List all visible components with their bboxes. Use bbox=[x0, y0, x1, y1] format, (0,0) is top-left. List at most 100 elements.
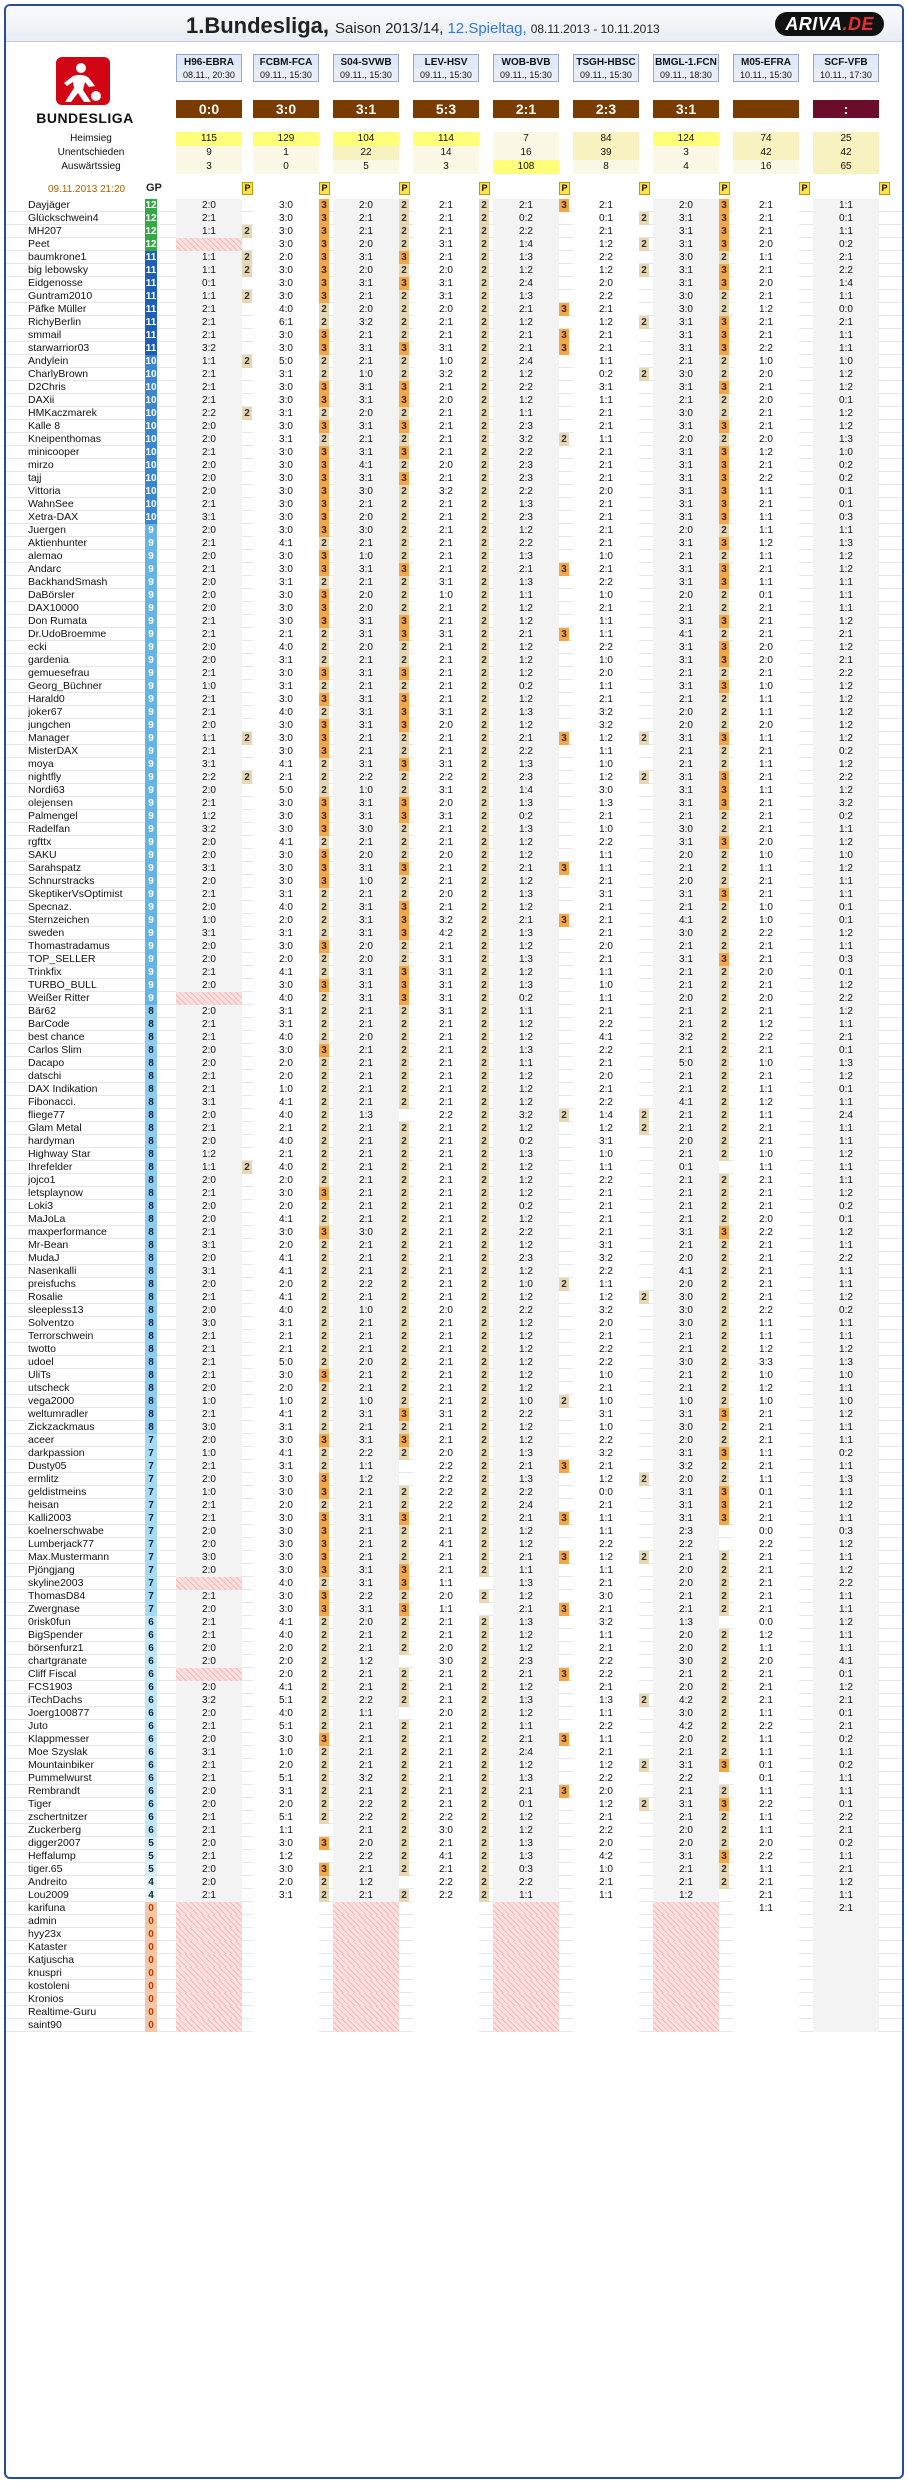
table-row[interactable]: Sternzeichen 9 1:0 2:0 2 3:1 3 3:2 2 2:1 3 2:1 4:1 2 1… bbox=[6, 914, 902, 927]
table-row[interactable]: utscheck 8 2:0 2:0 2 2:1 2 2:1 2 1:2 2:1 2:1 2 1:2 1:1 bbox=[6, 1382, 902, 1395]
player-name[interactable]: Palmengel bbox=[28, 810, 78, 822]
player-name[interactable]: Andarc bbox=[28, 563, 62, 575]
player-name[interactable]: Juto bbox=[28, 1720, 48, 1732]
table-row[interactable]: Kronios 0 bbox=[6, 1993, 902, 2006]
player-name[interactable]: preisfuchs bbox=[28, 1278, 76, 1290]
player-name[interactable]: big lebowsky bbox=[28, 264, 89, 276]
player-name[interactable]: alemao bbox=[28, 550, 63, 562]
table-row[interactable]: jungchen 9 2:0 3:0 3 3:1 3 2:0 2 1:2 3:2 2:0 2 2:0 1:2 bbox=[6, 719, 902, 732]
player-name[interactable]: baumkrone1 bbox=[28, 251, 87, 263]
player-name[interactable]: DAXii bbox=[28, 394, 55, 406]
table-row[interactable]: SkeptikerVsOptimist 9 2:1 3:1 2 2:1 2 2:0 2 1:3 3:… bbox=[6, 888, 902, 901]
table-row[interactable]: ThomasD84 7 2:1 3:0 3 2:2 2 2:0 2 1:2 3:0 2:1 2 2:1 1:… bbox=[6, 1590, 902, 1603]
table-row[interactable]: Katjuscha 0 bbox=[6, 1954, 902, 1967]
table-row[interactable]: zschertnitzer 6 2:1 5:1 2 2:2 2 2:2 2 1:2 2:1 2:1 2 1… bbox=[6, 1811, 902, 1824]
player-name[interactable]: darkpassion bbox=[28, 1447, 85, 1459]
table-row[interactable]: Highway Star 8 1:2 2:1 2 2:1 2 2:1 2 1:3 1:0 2:1 2 1:… bbox=[6, 1148, 902, 1161]
player-name[interactable]: Andylein bbox=[28, 355, 69, 367]
player-name[interactable]: BigSpender bbox=[28, 1629, 83, 1641]
player-name[interactable]: Mr-Bean bbox=[28, 1239, 69, 1251]
player-name[interactable]: rgfttx bbox=[28, 836, 52, 848]
player-name[interactable]: starwarrior03 bbox=[28, 342, 90, 354]
player-name[interactable]: ecki bbox=[28, 641, 47, 653]
table-row[interactable]: Schnurstracks 9 2:0 3:0 3 1:0 2 2:1 2 1:2 2:1 2:0 2 2… bbox=[6, 875, 902, 888]
player-name[interactable]: Peet bbox=[28, 238, 50, 250]
player-name[interactable]: letsplaynow bbox=[28, 1187, 83, 1199]
table-row[interactable]: Loki3 8 2:0 2:0 2 2:1 2 2:1 2 0:2 2:1 2:1 2 2:1 0:2 bbox=[6, 1200, 902, 1213]
table-row[interactable]: CharlyBrown 10 2:1 3:1 2 1:0 2 3:2 2 1:2 0:2 2 3:0 2 2… bbox=[6, 368, 902, 381]
table-row[interactable]: BackhandSmash 9 2:0 3:1 2 2:1 2 3:1 2 1:3 2:2 3:1 3 1… bbox=[6, 576, 902, 589]
table-row[interactable]: Georg_Büchner 9 1:0 3:1 2 2:1 2 2:1 2 0:2 1:1 3:1 3 1… bbox=[6, 680, 902, 693]
player-name[interactable]: Mountainbiker bbox=[28, 1759, 94, 1771]
table-row[interactable]: koelnerschwabe 7 2:0 3:0 3 2:1 2 2:1 2 1:2 1:1 2:3 0… bbox=[6, 1525, 902, 1538]
table-row[interactable]: chartgranate 6 2:0 2:0 2 1:2 3:0 2 2:3 2:2 3:0 2 2:0… bbox=[6, 1655, 902, 1668]
table-row[interactable]: Klappmesser 6 2:0 3:0 3 2:1 2 2:1 2 2:1 3 1:1 2:0 2 1:… bbox=[6, 1733, 902, 1746]
player-name[interactable]: Fibonacci. bbox=[28, 1096, 76, 1108]
table-row[interactable]: Lumberjack77 7 2:0 3:0 3 2:1 2 4:1 2 1:2 2:2 2:2 2:2… bbox=[6, 1538, 902, 1551]
table-row[interactable]: Don Rumata 9 2:1 3:0 3 3:1 3 2:1 2 1:2 1:1 3:1 3 2:1 1… bbox=[6, 615, 902, 628]
table-row[interactable]: vega2000 8 1:0 1:0 2 1:0 2 2:1 2 1:0 2 1:0 1:0 2 1:0 1:… bbox=[6, 1395, 902, 1408]
table-row[interactable]: Zwergnase 7 2:0 3:0 3 3:1 3 1:1 2:1 3 2:1 2:1 2 2:1 1:… bbox=[6, 1603, 902, 1616]
table-row[interactable]: gardenia 9 2:0 3:1 2 2:1 2 2:1 2 1:2 1:0 3:1 3 2:0 2:1 bbox=[6, 654, 902, 667]
table-row[interactable]: joker67 9 2:1 4:0 2 3:1 3 3:1 2 1:3 3:2 2:0 2 1:1 1:2 bbox=[6, 706, 902, 719]
player-name[interactable]: CharlyBrown bbox=[28, 368, 89, 380]
spieltag-link[interactable]: 12.Spieltag, bbox=[447, 20, 527, 37]
player-name[interactable]: Eidgenosse bbox=[28, 277, 83, 289]
player-name[interactable]: sweden bbox=[28, 927, 65, 939]
table-row[interactable]: letsplaynow 8 2:1 3:0 3 2:1 2 2:1 2 1:2 2:1 2:1 2 2:1… bbox=[6, 1187, 902, 1200]
player-name[interactable]: TOP_SELLER bbox=[28, 953, 96, 965]
player-name[interactable]: MisterDAX bbox=[28, 745, 79, 757]
player-name[interactable]: DAX Indikation bbox=[28, 1083, 98, 1095]
player-name[interactable]: Lumberjack77 bbox=[28, 1538, 94, 1550]
table-row[interactable]: Pummelwurst 6 2:1 5:1 2 3:2 2 2:1 2 1:3 2:2 2:2 0:1 1… bbox=[6, 1772, 902, 1785]
player-name[interactable]: Dusty05 bbox=[28, 1460, 67, 1472]
player-name[interactable]: jungchen bbox=[28, 719, 71, 731]
table-row[interactable]: Päfke Müller 11 2:1 4:0 2 2:0 2 2:0 2 2:1 3 2:1 3:0 2… bbox=[6, 303, 902, 316]
table-row[interactable]: Sarahspatz 9 3:1 3:0 3 3:1 3 2:1 2 2:1 3 1:1 2:1 2 1:1… bbox=[6, 862, 902, 875]
player-name[interactable]: moya bbox=[28, 758, 54, 770]
table-row[interactable]: DAX10000 9 2:0 3:0 3 2:0 2 2:1 2 1:2 2:1 2:1 2 2:1 1:1 bbox=[6, 602, 902, 615]
player-name[interactable]: udoel bbox=[28, 1356, 54, 1368]
player-name[interactable]: Klappmesser bbox=[28, 1733, 90, 1745]
table-row[interactable]: börsenfurz1 6 2:0 2:0 2 2:1 2 2:0 2 1:2 2:1 2:0 2 1:1… bbox=[6, 1642, 902, 1655]
player-name[interactable]: Päfke Müller bbox=[28, 303, 87, 315]
table-row[interactable]: alemao 9 2:0 3:0 3 1:0 2 2:1 2 1:3 1:0 2:1 2 1:1 1:2 bbox=[6, 550, 902, 563]
player-name[interactable]: Vittoria bbox=[28, 485, 61, 497]
player-name[interactable]: Trinkfix bbox=[28, 966, 62, 978]
table-row[interactable]: RichyBerlin 11 2:1 6:1 2 3:2 2 2:1 2 1:2 1:2 2 3:1 3 2… bbox=[6, 316, 902, 329]
table-row[interactable]: Fibonacci. 8 3:1 4:1 2 2:1 2 2:1 2 1:2 2:2 4:1 2 1:2 1… bbox=[6, 1096, 902, 1109]
player-name[interactable]: Weißer Ritter bbox=[28, 992, 90, 1004]
table-row[interactable]: Moe Szyslak 6 3:1 1:0 2 2:1 2 2:1 2 2:4 2:1 2:1 2 1:1… bbox=[6, 1746, 902, 1759]
table-row[interactable]: D2Chris 10 2:1 3:0 3 3:1 3 2:1 2 2:2 3:1 3:1 3 2:1 1:2 bbox=[6, 381, 902, 394]
table-row[interactable]: Palmengel 9 1:2 3:0 3 3:1 3 3:1 2 0:2 2:1 2:1 2 2:1 0:… bbox=[6, 810, 902, 823]
player-name[interactable]: Nordi63 bbox=[28, 784, 65, 796]
player-name[interactable]: Katjuscha bbox=[28, 1954, 75, 1966]
table-row[interactable]: Xetra-DAX 10 3:1 3:0 3 2:0 2 2:1 2 2:3 2:1 3:1 3 1:1 0… bbox=[6, 511, 902, 524]
table-row[interactable]: sweden 9 3:1 3:1 2 3:1 3 4:2 2 1:3 2:1 3:0 2 2:2 1:2 bbox=[6, 927, 902, 940]
table-row[interactable]: FCS1903 6 2:0 4:1 2 2:1 2 2:1 2 1:2 2:1 2:0 2 2:1 1:2 bbox=[6, 1681, 902, 1694]
player-name[interactable]: Solventzo bbox=[28, 1317, 75, 1329]
player-name[interactable]: Lou2009 bbox=[28, 1889, 69, 1901]
table-row[interactable]: Bär62 8 2:0 3:1 2 2:1 2 3:1 2 1:1 2:1 2:1 2 2:1 1:2 bbox=[6, 1005, 902, 1018]
table-row[interactable]: rgfttx 9 2:0 4:1 2 2:1 2 2:1 2 1:2 2:2 3:1 3 2:0 1:2 bbox=[6, 836, 902, 849]
player-name[interactable]: best chance bbox=[28, 1031, 85, 1043]
table-row[interactable]: Dacapo 8 2:0 2:0 2 2:1 2 2:1 2 1:1 2:1 5:0 2 1:0 1:3 bbox=[6, 1057, 902, 1070]
player-name[interactable]: HMKaczmarek bbox=[28, 407, 97, 419]
player-name[interactable]: Nasenkalli bbox=[28, 1265, 77, 1277]
player-name[interactable]: Dr.UdoBroemme bbox=[28, 628, 107, 640]
table-row[interactable]: TOP_SELLER 9 2:0 2:0 2 2:0 2 3:1 2 1:3 2:1 3:1 3 2:1 0… bbox=[6, 953, 902, 966]
table-row[interactable]: Andylein 10 1:1 2 5:0 2 2:1 2 1:0 2 2:4 1:1 2:1 2 1:0 1… bbox=[6, 355, 902, 368]
table-row[interactable]: Kataster 0 bbox=[6, 1941, 902, 1954]
table-row[interactable]: preisfuchs 8 2:0 2:0 2 2:2 2 2:1 2 1:0 2 1:1 2:0 2 2:1… bbox=[6, 1278, 902, 1291]
player-name[interactable]: smmail bbox=[28, 329, 62, 341]
table-row[interactable]: datschi 8 2:1 2:0 2 2:1 2 2:1 2 1:2 2:0 2:1 2 2:1 1:2 bbox=[6, 1070, 902, 1083]
player-name[interactable]: Loki3 bbox=[28, 1200, 54, 1212]
table-row[interactable]: Nordi63 9 2:0 5:0 2 1:0 2 3:1 2 1:4 3:0 3:1 3 1:1 1:2 bbox=[6, 784, 902, 797]
player-name[interactable]: Harald0 bbox=[28, 693, 65, 705]
player-name[interactable]: Tiger bbox=[28, 1798, 52, 1810]
table-row[interactable]: Harald0 9 2:1 3:0 3 3:1 3 2:1 2 1:2 2:1 2:1 2 1:1 1:2 bbox=[6, 693, 902, 706]
game-header[interactable]: LEV-HSV 09.11., 15:30 bbox=[413, 54, 479, 82]
table-row[interactable]: ecki 9 2:0 4:0 2 2:0 2 2:1 2 1:2 2:2 3:1 3 2:0 1:2 bbox=[6, 641, 902, 654]
player-name[interactable]: TURBO_BULL bbox=[28, 979, 97, 991]
player-name[interactable]: 0risk0fun bbox=[28, 1616, 71, 1628]
